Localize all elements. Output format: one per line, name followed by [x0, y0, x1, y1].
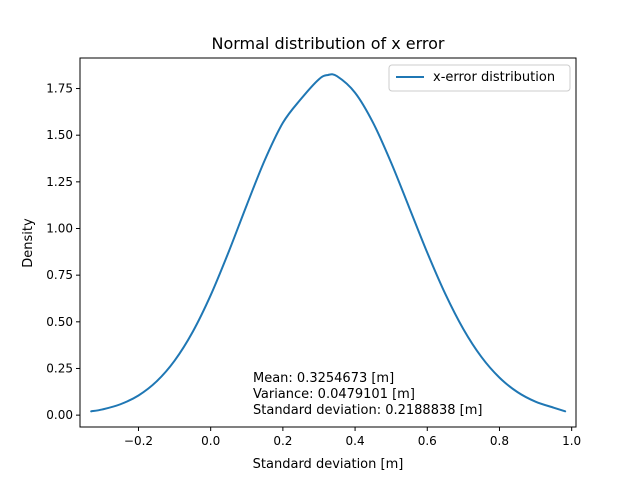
y-tick-label: 0.50	[46, 315, 73, 329]
x-tick-label: 0.2	[273, 434, 292, 448]
x-tick-label: −0.2	[124, 434, 153, 448]
annotation-variance: Variance: 0.0479101 [m]	[253, 387, 415, 402]
annotation-mean: Mean: 0.3254673 [m]	[253, 371, 394, 386]
x-tick-label: 0.4	[346, 434, 365, 448]
x-tick-label: 0.8	[490, 434, 509, 448]
legend-label: x-error distribution	[433, 70, 555, 85]
y-tick-label: 0.00	[46, 408, 73, 422]
x-axis-label: Standard deviation [m]	[253, 457, 404, 472]
plot-frame	[79, 57, 577, 428]
legend-box	[388, 64, 571, 92]
annotation-block: Mean: 0.3254673 [m] Variance: 0.0479101 …	[253, 371, 482, 418]
annotation-std: Standard deviation: 0.2188838 [m]	[253, 403, 482, 418]
y-tick-label: 0.25	[46, 361, 73, 375]
y-tick-label: 1.00	[46, 222, 73, 236]
x-tick-label: 0.0	[201, 434, 220, 448]
x-tick-label: 0.6	[418, 434, 437, 448]
x-tick-label: 1.0	[562, 434, 581, 448]
ticks-layer: −0.2 0.0 0.2 0.4 0.6 0.8 1.0 0.00 0.25 0.50 0.75 1.…	[46, 82, 581, 448]
chart-title: Normal distribution of x error	[211, 34, 444, 53]
y-tick-label: 1.75	[46, 82, 73, 96]
legend: x-error distribution	[388, 64, 571, 92]
series-layer	[90, 73, 567, 413]
y-tick-label: 1.25	[46, 175, 73, 189]
series-line	[90, 73, 567, 413]
y-tick-label: 1.50	[46, 128, 73, 142]
y-axis-label: Density	[21, 218, 36, 268]
y-tick-label: 0.75	[46, 268, 73, 282]
